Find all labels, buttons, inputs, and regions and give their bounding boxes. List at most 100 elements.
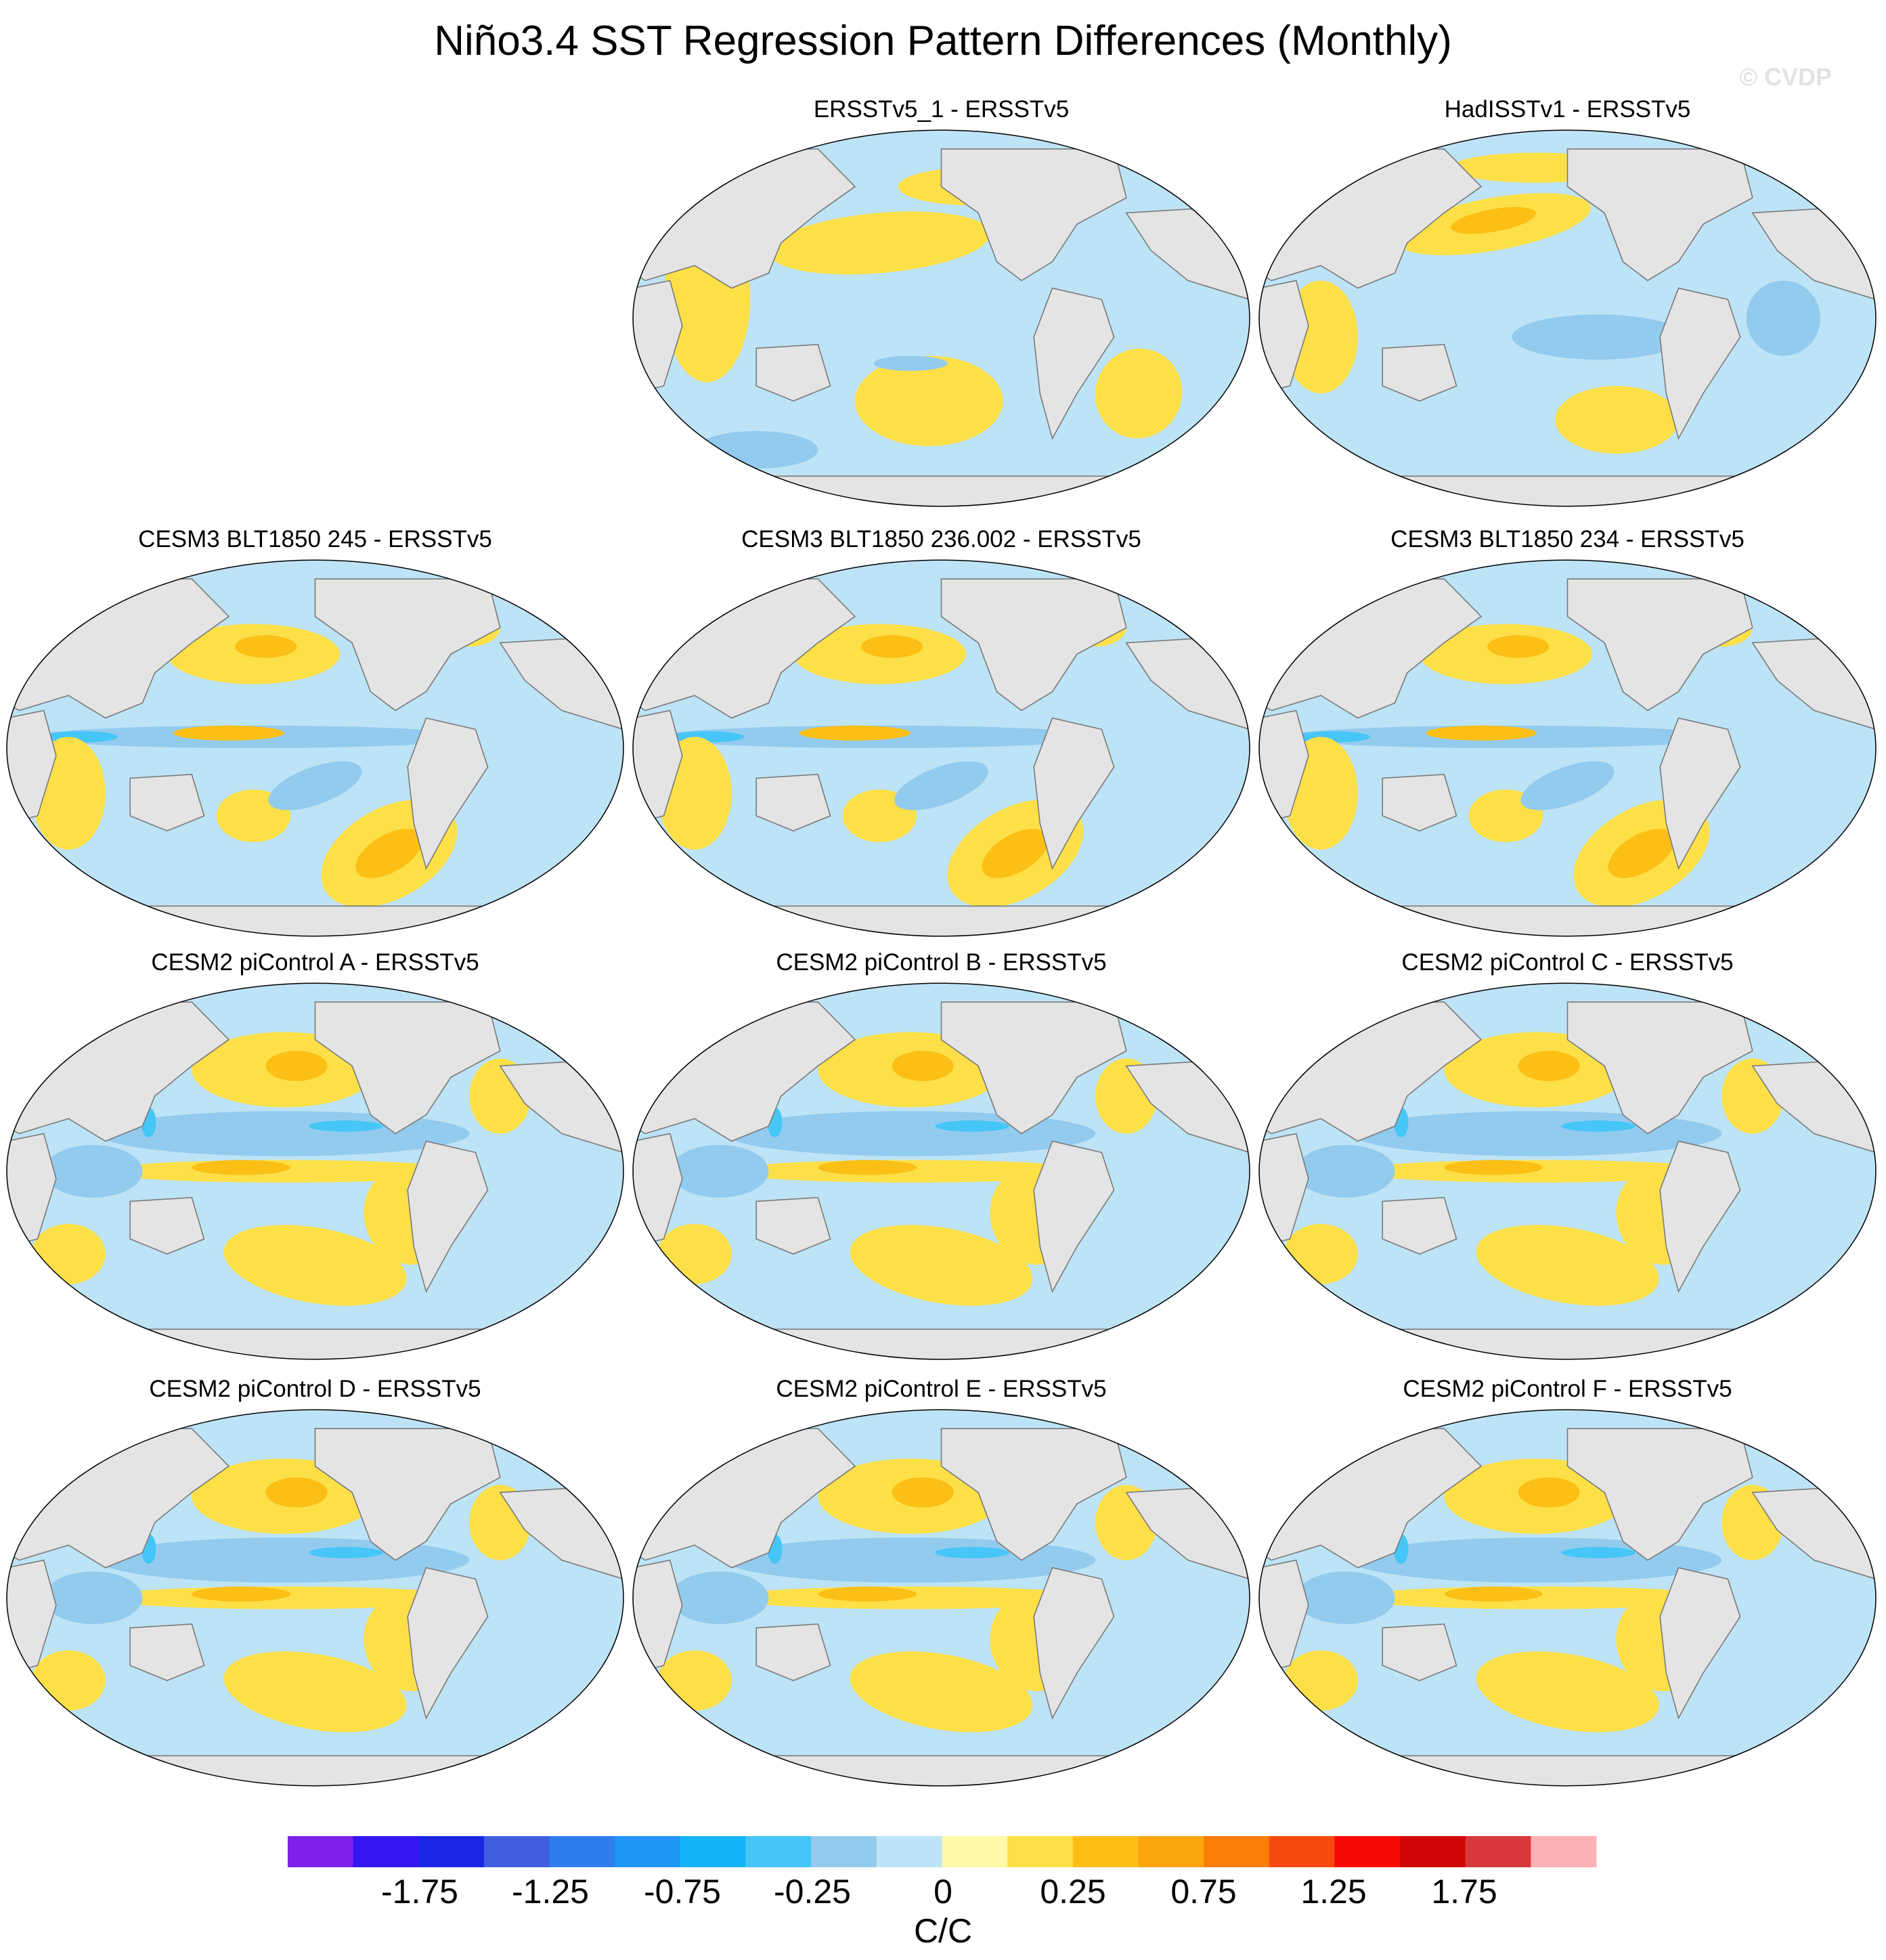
land-australia: [1382, 774, 1457, 832]
sst-anomaly-region: [43, 1145, 143, 1198]
map-panel: CESM3 BLT1850 234 - ERSSTv5: [1258, 525, 1877, 937]
robinson-map: [1258, 1409, 1877, 1787]
sst-anomaly-region: [657, 1223, 732, 1284]
land-africa: [633, 280, 683, 395]
panel-title: ERSSTv5_1 - ERSSTv5: [813, 96, 1070, 123]
land-south-america: [1659, 717, 1741, 870]
sst-anomaly-region: [1351, 1538, 1722, 1583]
sst-anomaly-region: [265, 1477, 328, 1508]
land-south-america: [1659, 1567, 1741, 1720]
sst-anomaly-region: [99, 1160, 470, 1183]
colorbar-swatch: [942, 1836, 1008, 1867]
map-panel: CESM3 BLT1850 245 - ERSSTv5: [5, 525, 625, 937]
sst-anomaly-region: [935, 1546, 1009, 1559]
panel-title: CESM2 piControl E - ERSSTv5: [776, 1376, 1107, 1402]
colorbar-swatch: [1269, 1836, 1335, 1867]
land-north-america: [314, 1428, 501, 1561]
land-north-america: [1566, 1001, 1753, 1135]
colorbar-swatch: [680, 1836, 747, 1867]
sst-anomaly-region: [1512, 314, 1685, 360]
land-australia: [755, 344, 831, 402]
colorbar-swatch: [1072, 1836, 1139, 1867]
sst-anomaly-region: [223, 1225, 407, 1306]
land-antarctica: [1259, 1328, 1876, 1359]
map-border: [632, 129, 1250, 507]
colorbar-units: C/C: [913, 1912, 973, 1950]
land-north-america: [940, 578, 1127, 712]
sst-anomaly-region: [670, 1571, 769, 1624]
sst-anomaly-region: [935, 1120, 1009, 1132]
sst-anomaly-region: [309, 1546, 383, 1559]
panel-title: CESM3 BLT1850 236.002 - ERSSTv5: [741, 526, 1141, 552]
land-antarctica: [633, 1755, 1250, 1786]
land-africa: [7, 1133, 57, 1248]
land-australia: [755, 1624, 831, 1682]
sst-anomaly-region: [982, 829, 1049, 878]
land-australia: [755, 1197, 831, 1255]
land-africa: [7, 710, 57, 825]
colorbar-tick-label: 1.75: [1431, 1873, 1497, 1911]
land-antarctica: [633, 905, 1250, 936]
panel-title: CESM2 piControl F - ERSSTv5: [1403, 1376, 1732, 1402]
colorbar-swatch: [1204, 1836, 1270, 1867]
sst-anomaly-region: [725, 1586, 1096, 1609]
sst-anomaly-region: [268, 761, 362, 810]
land-north-america: [314, 578, 501, 712]
colorbar-swatch: [1138, 1836, 1204, 1867]
sst-anomaly-region: [355, 829, 423, 878]
land-australia: [1382, 1624, 1457, 1682]
sst-anomaly-region: [192, 1586, 291, 1602]
sst-anomaly-region: [850, 1225, 1033, 1306]
land-south-america: [407, 717, 489, 870]
colorbar-tick-label: -0.25: [774, 1873, 851, 1911]
sst-anomaly-region: [223, 1651, 407, 1733]
sst-anomaly-region: [309, 1120, 383, 1132]
sst-anomaly-region: [235, 635, 297, 658]
robinson-map: [6, 982, 624, 1360]
robinson-map: [632, 1409, 1250, 1787]
map-panel: HadISSTv1 - ERSSTv5: [1258, 95, 1877, 507]
sst-anomaly-region: [99, 1538, 470, 1583]
robinson-map: [1258, 982, 1877, 1360]
map-border: [632, 1409, 1250, 1787]
land-south-america: [407, 1567, 489, 1720]
sst-anomaly-region: [799, 725, 911, 741]
watermark: © CVDP: [1739, 63, 1832, 91]
figure-title: Niño3.4 SST Regression Pattern Differenc…: [434, 18, 1452, 64]
land-australia: [1382, 1197, 1457, 1255]
sst-anomaly-region: [695, 431, 818, 469]
land-antarctica: [7, 1328, 623, 1359]
sst-anomaly-region: [1284, 1223, 1358, 1284]
map-panel: CESM2 piControl C - ERSSTv5: [1258, 948, 1877, 1360]
map-border: [1258, 559, 1877, 937]
sst-anomaly-region: [854, 355, 1003, 446]
land-north-america: [940, 1428, 1127, 1561]
panel-title: CESM2 piControl A - ERSSTv5: [151, 949, 479, 976]
colorbar-swatch: [615, 1836, 681, 1867]
land-north-america: [1566, 148, 1753, 282]
sst-anomaly-region: [818, 1160, 917, 1175]
map-panel: ERSSTv5_1 - ERSSTv5: [632, 95, 1251, 507]
colorbar-swatch: [1531, 1836, 1597, 1867]
land-africa: [633, 1559, 683, 1674]
panel-title: CESM2 piControl D - ERSSTv5: [149, 1376, 481, 1402]
map-border: [6, 982, 624, 1360]
colorbar-swatch: [288, 1836, 354, 1867]
sst-anomaly-region: [850, 1651, 1033, 1733]
sst-anomaly-region: [1351, 1111, 1722, 1156]
colorbar-tick-label: -0.75: [644, 1873, 721, 1911]
sst-anomaly-region: [1561, 1120, 1636, 1132]
land-antarctica: [633, 475, 1250, 506]
land-south-america: [1033, 717, 1115, 870]
land-antarctica: [7, 1755, 623, 1786]
map-panel: CESM2 piControl E - ERSSTv5: [632, 1374, 1251, 1787]
sst-anomaly-region: [1296, 1571, 1395, 1624]
sst-anomaly-region: [1746, 280, 1821, 356]
sst-anomaly-region: [725, 1160, 1096, 1183]
sst-anomaly-region: [1296, 1145, 1395, 1198]
land-africa: [1259, 280, 1309, 395]
sst-anomaly-region: [725, 1538, 1096, 1583]
land-australia: [129, 1197, 205, 1255]
sst-anomaly-region: [873, 355, 948, 371]
land-africa: [1259, 710, 1309, 825]
